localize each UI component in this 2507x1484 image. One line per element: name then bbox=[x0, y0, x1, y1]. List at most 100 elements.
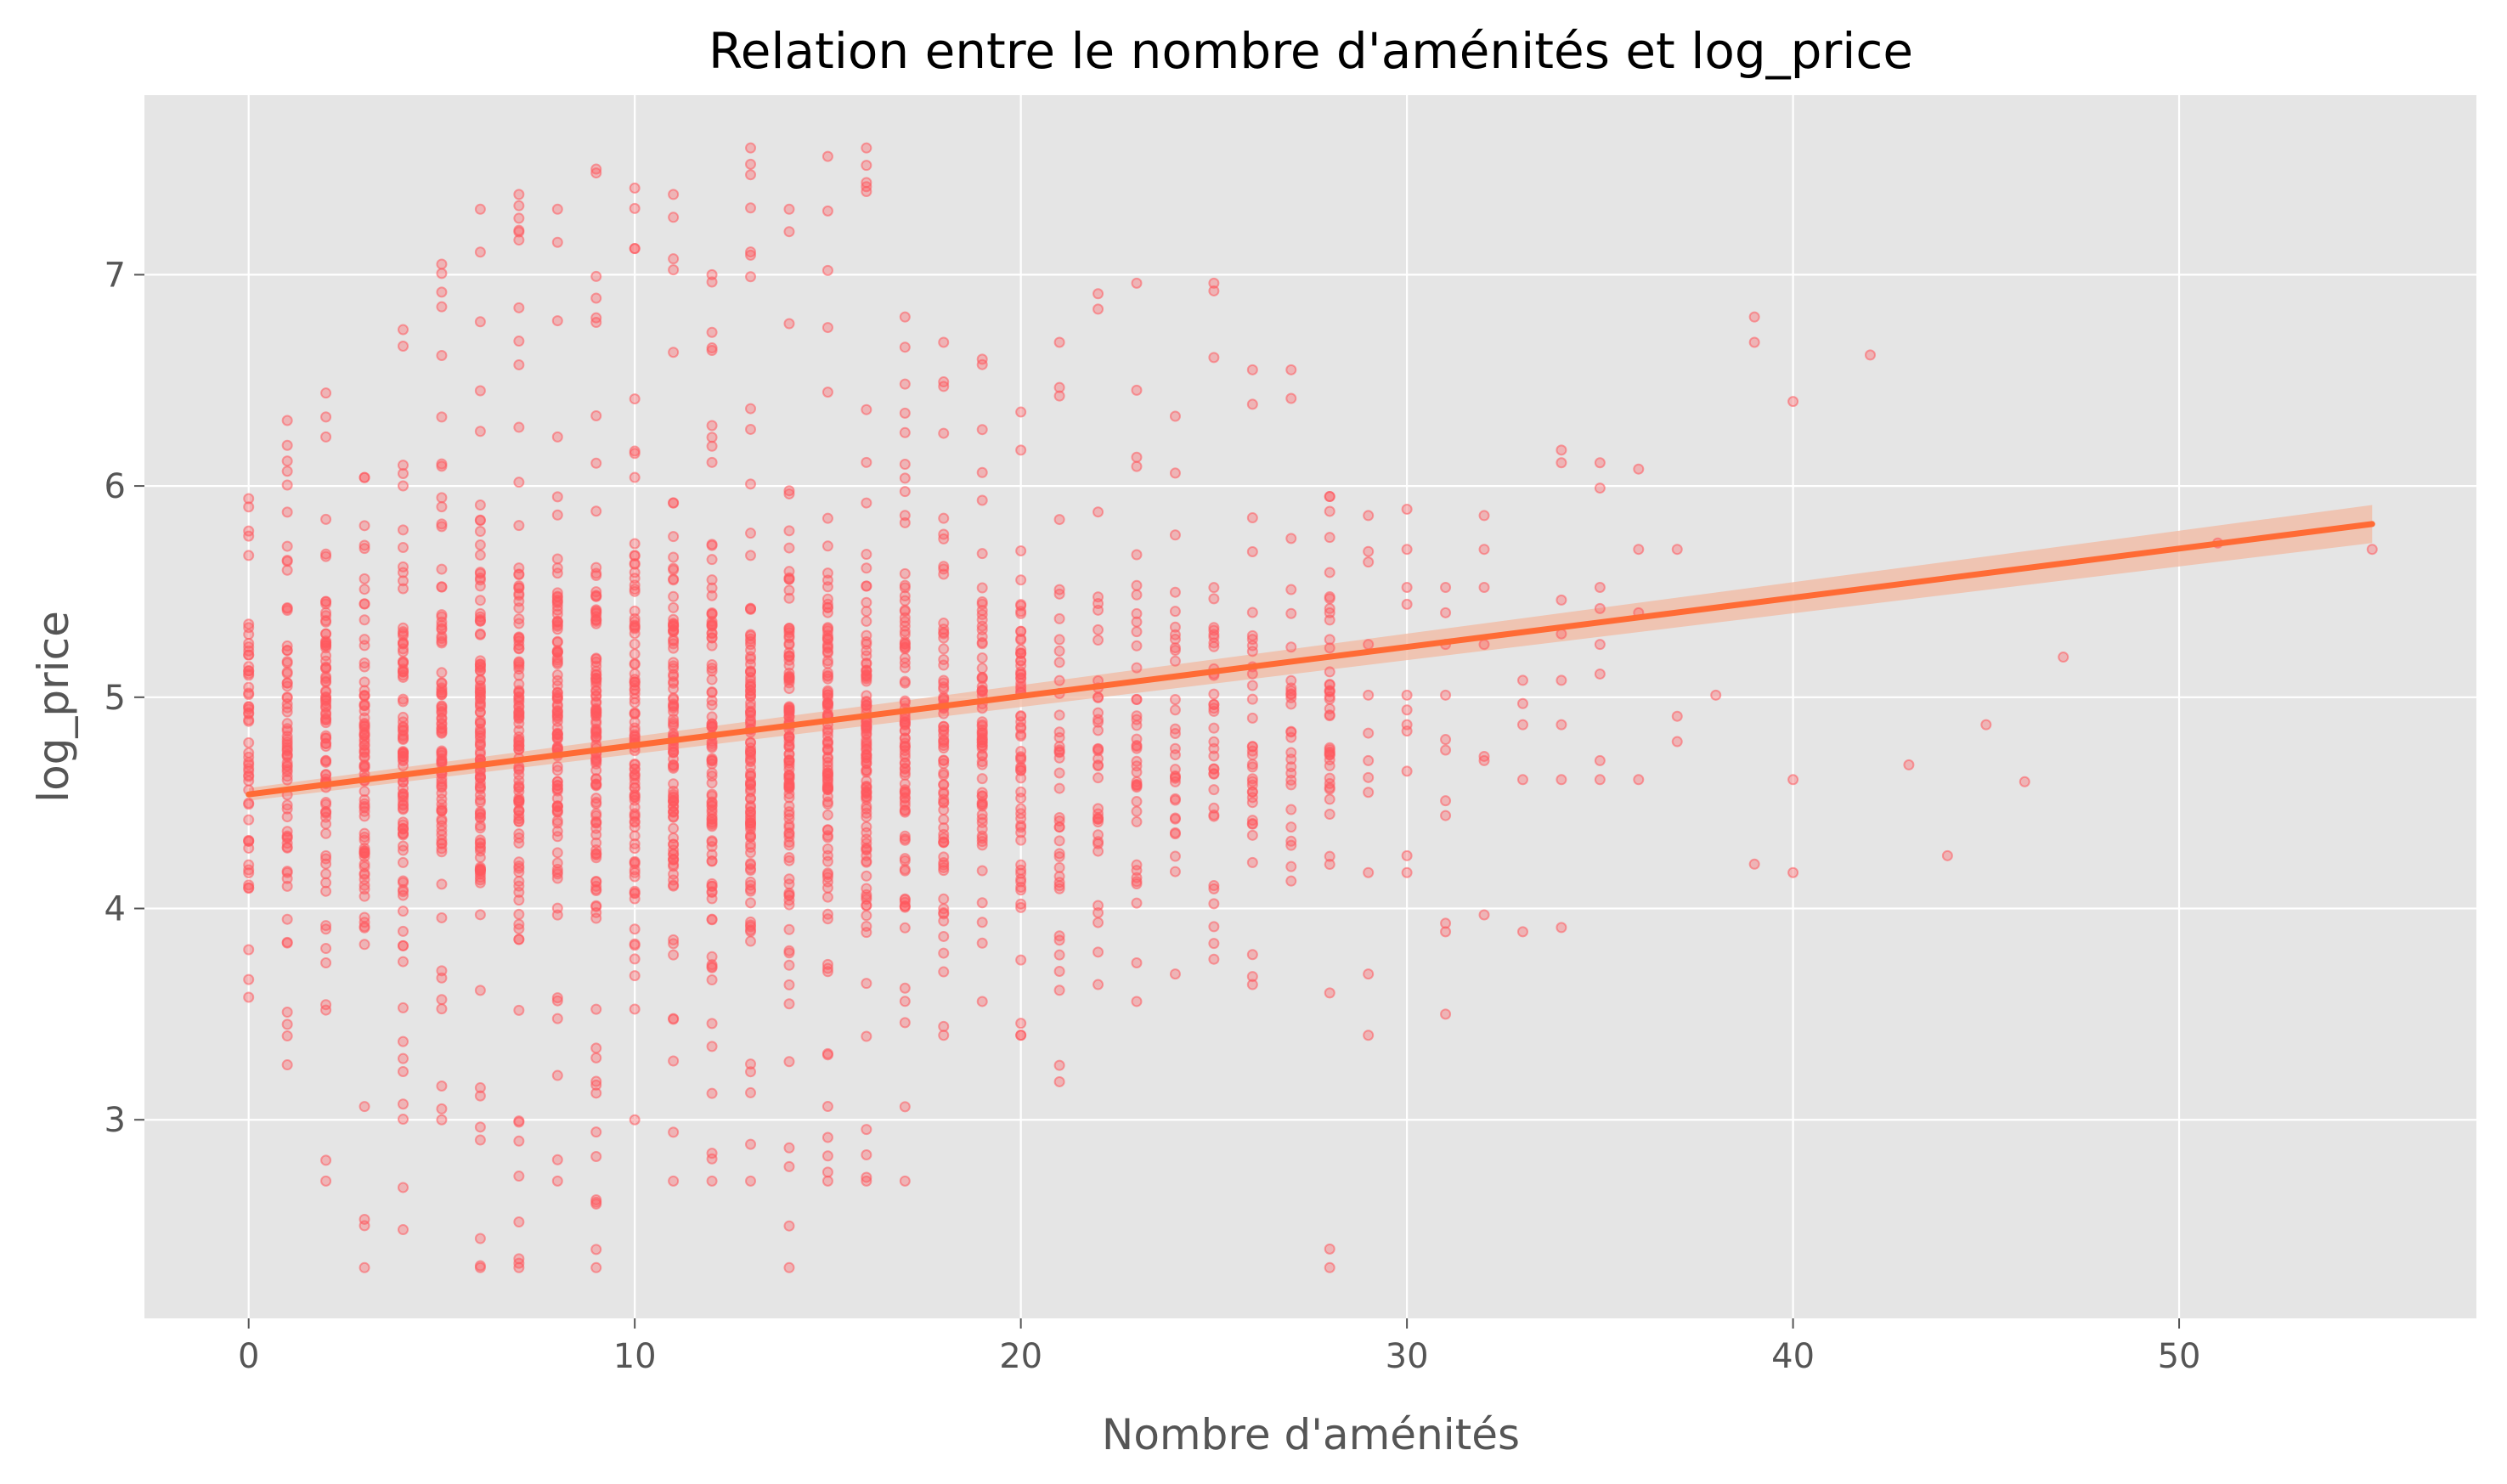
scatter-point bbox=[783, 800, 795, 812]
scatter-point bbox=[1093, 624, 1104, 635]
scatter-point bbox=[474, 539, 486, 550]
scatter-point bbox=[1246, 749, 1258, 761]
scatter-point bbox=[513, 934, 525, 945]
scatter-point bbox=[783, 659, 795, 671]
scatter-point bbox=[474, 1082, 486, 1094]
scatter-point bbox=[745, 847, 757, 859]
scatter-point bbox=[822, 150, 833, 162]
scatter-point bbox=[822, 872, 833, 883]
scatter-point bbox=[822, 205, 833, 217]
scatter-point bbox=[1053, 767, 1065, 779]
scatter-point bbox=[1594, 581, 1606, 593]
scatter-point bbox=[1401, 581, 1413, 593]
scatter-point bbox=[899, 407, 911, 419]
scatter-point bbox=[1516, 719, 1528, 731]
scatter-point bbox=[822, 657, 833, 669]
scatter-point bbox=[1053, 746, 1065, 758]
scatter-point bbox=[436, 878, 448, 890]
scatter-point bbox=[899, 620, 911, 632]
scatter-point bbox=[822, 601, 833, 613]
x-tick-label: 20 bbox=[999, 1337, 1042, 1376]
scatter-point bbox=[590, 1079, 602, 1091]
scatter-point bbox=[436, 838, 448, 850]
scatter-point bbox=[1363, 787, 1375, 798]
scatter-point bbox=[551, 866, 563, 878]
scatter-point bbox=[1093, 635, 1104, 646]
scatter-point bbox=[474, 515, 486, 527]
scatter-point bbox=[706, 276, 718, 288]
scatter-point bbox=[1131, 607, 1143, 619]
scatter-point bbox=[822, 913, 833, 925]
scatter-point bbox=[1131, 755, 1143, 767]
scatter-point bbox=[1324, 666, 1335, 678]
scatter-point bbox=[551, 729, 563, 741]
scatter-point bbox=[359, 712, 370, 724]
scatter-point bbox=[513, 1116, 525, 1128]
scatter-point bbox=[1053, 657, 1065, 669]
scatter-point bbox=[1285, 767, 1297, 779]
scatter-point bbox=[590, 616, 602, 628]
scatter-point bbox=[1285, 804, 1297, 815]
scatter-point bbox=[1633, 544, 1645, 556]
scatter-point bbox=[359, 752, 370, 764]
scatter-point bbox=[861, 1171, 872, 1183]
scatter-point bbox=[861, 160, 872, 172]
scatter-point bbox=[359, 858, 370, 870]
scatter-point bbox=[1093, 303, 1104, 315]
scatter-point bbox=[1246, 640, 1258, 652]
scatter-point bbox=[1015, 884, 1027, 896]
scatter-point bbox=[243, 649, 255, 661]
scatter-point bbox=[513, 686, 525, 698]
scatter-point bbox=[783, 1160, 795, 1172]
scatter-point bbox=[668, 879, 680, 891]
scatter-point bbox=[668, 253, 680, 265]
scatter-point bbox=[629, 638, 641, 650]
scatter-point bbox=[629, 888, 641, 900]
scatter-point bbox=[861, 1175, 872, 1187]
scatter-point bbox=[474, 796, 486, 808]
scatter-point bbox=[1015, 954, 1027, 966]
scatter-point bbox=[861, 580, 872, 592]
scatter-point bbox=[1208, 921, 1220, 933]
scatter-point bbox=[1633, 463, 1645, 475]
scatter-point bbox=[590, 1126, 602, 1138]
scatter-point bbox=[1169, 866, 1181, 877]
scatter-point bbox=[1208, 705, 1220, 717]
scatter-point bbox=[436, 1003, 448, 1015]
scatter-point bbox=[1015, 834, 1027, 846]
scatter-point bbox=[397, 1114, 409, 1126]
scatter-point bbox=[551, 992, 563, 1004]
scatter-point bbox=[551, 817, 563, 829]
scatter-point bbox=[320, 827, 332, 839]
scatter-point bbox=[976, 897, 988, 909]
scatter-point bbox=[706, 1041, 718, 1052]
scatter-point bbox=[281, 466, 293, 477]
scatter-point bbox=[745, 838, 757, 850]
scatter-point bbox=[2366, 544, 2378, 556]
scatter-point bbox=[281, 1059, 293, 1071]
scatter-point bbox=[1169, 827, 1181, 838]
scatter-point bbox=[1015, 729, 1027, 741]
scatter-point bbox=[629, 830, 641, 842]
scatter-point bbox=[474, 595, 486, 607]
scatter-point bbox=[783, 923, 795, 935]
scatter-point bbox=[938, 893, 950, 905]
scatter-point bbox=[745, 921, 757, 933]
scatter-point bbox=[629, 558, 641, 570]
scatter-point bbox=[359, 827, 370, 839]
scatter-point bbox=[397, 480, 409, 492]
scatter-point bbox=[397, 467, 409, 479]
scatter-point bbox=[783, 650, 795, 662]
scatter-point bbox=[668, 1175, 680, 1187]
scatter-point bbox=[1363, 689, 1375, 701]
x-tick-label: 50 bbox=[2158, 1337, 2201, 1376]
scatter-point bbox=[513, 633, 525, 645]
scatter-point bbox=[397, 1224, 409, 1236]
scatter-point bbox=[899, 657, 911, 669]
scatter-point bbox=[513, 212, 525, 224]
scatter-point bbox=[938, 563, 950, 575]
scatter-point bbox=[513, 813, 525, 825]
scatter-point bbox=[1440, 607, 1452, 618]
scatter-point bbox=[1246, 693, 1258, 705]
scatter-point bbox=[1246, 815, 1258, 827]
